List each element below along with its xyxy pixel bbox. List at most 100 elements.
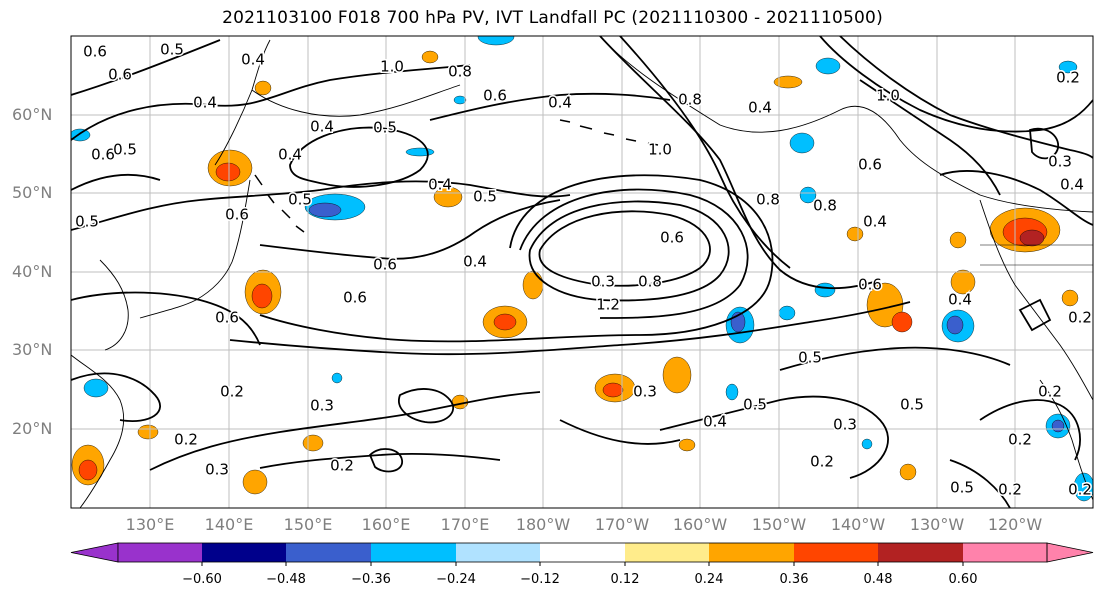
ivt-anomaly-blob bbox=[891, 311, 913, 333]
pv-contour-line bbox=[1029, 127, 1059, 160]
pv-contour-line bbox=[949, 459, 1011, 508]
contour-value-label: 0.6 bbox=[91, 146, 115, 164]
pv-contour-line bbox=[398, 388, 455, 424]
longitude-label: 140°W bbox=[830, 515, 886, 534]
contour-value-label: 0.6 bbox=[373, 256, 397, 274]
contour-value-label: 0.6 bbox=[225, 206, 249, 224]
pv-contour-line bbox=[819, 36, 1093, 133]
pv-contour-line bbox=[368, 448, 403, 473]
latitude-label: 30°N bbox=[12, 340, 53, 359]
contour-value-label: 0.4 bbox=[193, 94, 217, 112]
latitude-label: 60°N bbox=[12, 105, 53, 124]
longitude-label: 130°E bbox=[125, 515, 175, 534]
colorbar bbox=[70, 542, 1094, 566]
pv-contour-line bbox=[859, 79, 1001, 196]
ivt-anomaly-blob bbox=[251, 283, 273, 309]
longitude-label: 130°W bbox=[909, 515, 965, 534]
contour-value-label: 0.8 bbox=[678, 91, 702, 109]
contour-value-label: 0.4 bbox=[703, 413, 727, 431]
longitude-label: 160°W bbox=[672, 515, 728, 534]
ivt-anomaly-blob bbox=[308, 202, 342, 218]
ivt-anomaly-blob bbox=[254, 80, 272, 96]
ivt-anomaly-blob bbox=[83, 378, 109, 398]
pv-contour-line bbox=[259, 199, 561, 260]
longitude-label: 150°E bbox=[283, 515, 333, 534]
colorbar-segment bbox=[202, 543, 286, 562]
contour-value-label: 1.0 bbox=[648, 141, 672, 159]
ivt-anomaly-blob bbox=[331, 372, 343, 384]
colorbar-frame bbox=[117, 542, 1048, 563]
map-panel: 0.6 0.50.40.60.41.0 0.80.6 0.40.50.40.60.50… bbox=[71, 36, 1093, 508]
pv-contour-line bbox=[839, 36, 1093, 159]
ivt-anomaly-blob bbox=[946, 315, 964, 335]
ivt-anomaly-blob bbox=[433, 186, 463, 208]
contour-value-label: 0.4 bbox=[748, 99, 772, 117]
contour-value-label: 0.2 bbox=[810, 453, 834, 471]
pv-contour-line bbox=[71, 291, 261, 346]
pv-contour-line bbox=[779, 346, 1011, 371]
longitude-label: 170°E bbox=[440, 515, 490, 534]
pv-contour-line bbox=[619, 36, 791, 269]
longitude-label: 170°W bbox=[594, 515, 650, 534]
contour-value-label: 0.2 bbox=[1068, 309, 1092, 327]
contour-value-label: 0.2 bbox=[1008, 431, 1032, 449]
colorbar-segment bbox=[540, 543, 625, 562]
contour-value-label: 0.4 bbox=[278, 146, 302, 164]
coastlines bbox=[71, 36, 1093, 508]
ivt-anomaly-blob bbox=[78, 459, 98, 481]
contour-value-label: 0.8 bbox=[756, 191, 780, 209]
colorbar-tick-label: −0.24 bbox=[436, 572, 476, 587]
colorbar-tick-label: −0.12 bbox=[520, 572, 560, 587]
contour-value-label: 0.2 bbox=[998, 481, 1022, 499]
contour-value-label: 0.4 bbox=[241, 51, 265, 69]
contour-value-label: 0.8 bbox=[638, 273, 662, 291]
pv-contour-line bbox=[71, 39, 221, 96]
colorbar-segment bbox=[286, 543, 371, 562]
pv-contour-line bbox=[259, 174, 774, 343]
longitude-label: 140°E bbox=[204, 515, 254, 534]
ivt-anomaly-blob bbox=[405, 147, 435, 157]
pv-contour-line bbox=[429, 92, 671, 121]
ivt-anomaly-blob bbox=[678, 438, 696, 452]
contour-value-label: 0.6 bbox=[660, 229, 684, 247]
contour-value-label: 0.4 bbox=[428, 176, 452, 194]
pv-contour-line bbox=[559, 419, 681, 445]
contour-value-label: 1.0 bbox=[380, 58, 404, 76]
pv-contour-line bbox=[659, 395, 889, 479]
ivt-anomaly-blob bbox=[950, 269, 976, 295]
ivt-anomaly-blob bbox=[662, 356, 692, 394]
colorbar-segment bbox=[118, 543, 202, 562]
contour-value-label: 0.3 bbox=[310, 397, 334, 415]
ivt-anomaly-blob bbox=[71, 128, 91, 142]
ivt-anomaly-blob bbox=[773, 75, 803, 89]
latitude-label: 20°N bbox=[12, 419, 53, 438]
map-frame bbox=[70, 35, 1094, 509]
ivt-anomaly-blob bbox=[899, 463, 917, 481]
pv-contour-line bbox=[149, 391, 541, 471]
contour-value-label: 0.5 bbox=[798, 349, 822, 367]
kuril-islands bbox=[254, 174, 305, 233]
colorbar-tick-label: 0.36 bbox=[779, 572, 809, 587]
ivt-anomaly-blob bbox=[789, 132, 815, 154]
contour-value-label: 0.5 bbox=[950, 479, 974, 497]
pv-contour-line bbox=[71, 372, 161, 422]
baja-coast bbox=[1039, 379, 1093, 501]
korea-coast bbox=[99, 259, 129, 351]
ivt-anomaly-blob bbox=[814, 282, 836, 298]
contour-value-label: 0.2 bbox=[1056, 69, 1080, 87]
contour-labels: 0.6 0.50.40.60.41.0 0.80.6 0.40.50.40.60.50… bbox=[74, 39, 1093, 500]
colorbar-tick-label: −0.36 bbox=[351, 572, 391, 587]
contour-value-label: 0.6 bbox=[108, 66, 132, 84]
pv-contour-line bbox=[939, 170, 1093, 226]
ivt-anomaly-blob bbox=[725, 383, 739, 401]
colorbar-segment bbox=[456, 543, 540, 562]
colorbar-tick-label: −0.60 bbox=[182, 572, 222, 587]
latitude-label: 50°N bbox=[12, 183, 53, 202]
contour-value-label: 1.0 bbox=[876, 87, 900, 105]
pv-contour-line bbox=[538, 210, 711, 287]
na-west-coast bbox=[979, 199, 1093, 401]
ivt-anomaly-blob bbox=[1058, 60, 1078, 74]
colorbar-tick-label: −0.48 bbox=[266, 572, 306, 587]
sea-of-okhotsk bbox=[251, 84, 461, 117]
contour-value-label: 0.6 bbox=[215, 309, 239, 327]
